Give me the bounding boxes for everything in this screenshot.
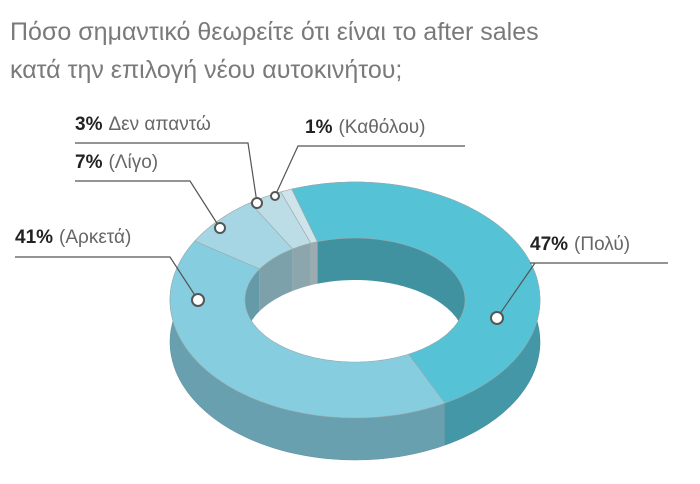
leader-line [496,262,668,319]
label-dot [270,191,280,201]
category-label: Δεν απαντώ [108,114,210,135]
leader-line [15,256,199,301]
data-label: 3% Δεν απαντώ [75,114,211,135]
chart-title: Πόσο σημαντικό θεωρείτε ότι είναι το aft… [10,18,539,46]
inner-wall [292,243,311,291]
value-label: 41% [15,227,53,248]
labels: 47% (Πολύ)41% (Αρκετά)7% (Λίγο)3% Δεν απαντώ… [15,114,668,325]
slices [169,181,541,419]
value-label: 47% [530,234,568,255]
label-dot [251,197,263,209]
inner-wall [259,248,293,311]
leader-line [274,145,465,197]
category-label: (Καθόλου) [338,117,425,138]
label-dot [214,222,226,234]
data-label: 7% (Λίγο) [75,152,158,173]
inner-wall [310,241,318,286]
data-label: 47% (Πολύ) [530,234,630,255]
category-label: (Λίγο) [108,152,158,173]
label-dot [191,293,205,307]
leader-line [75,142,258,204]
value-label: 1% [305,117,333,138]
data-label: 1% (Καθόλου) [305,117,426,138]
label-dot [490,311,504,325]
value-label: 7% [75,152,103,173]
slice [280,188,318,244]
leader-line [75,180,221,229]
data-label: 41% (Αρκετά) [15,227,131,248]
category-label: (Πολύ) [574,234,630,255]
category-label: (Αρκετά) [59,227,131,248]
value-label: 3% [75,114,103,135]
chart-title: κατά την επιλογή νέου αυτοκινήτου; [10,56,402,84]
